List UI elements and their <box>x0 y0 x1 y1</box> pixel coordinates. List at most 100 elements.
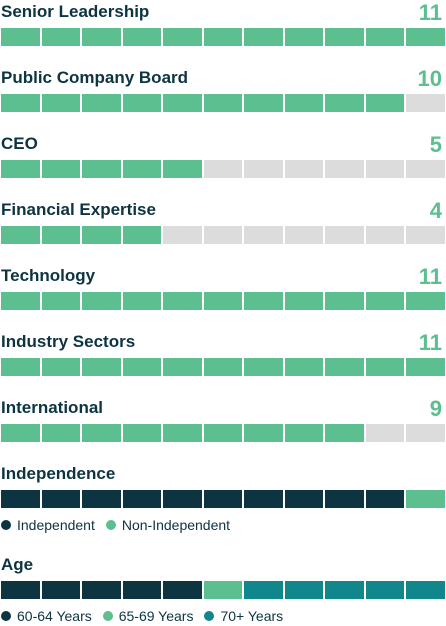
skill-bar <box>1 28 446 46</box>
skill-label: Financial Expertise <box>1 200 156 219</box>
bar-segment-green <box>203 581 243 599</box>
skill-row-technology: Technology 11 <box>0 264 446 310</box>
bar-segment-filled <box>203 94 243 112</box>
bar-segment-teal <box>365 581 405 599</box>
legend-label: 65-69 Years <box>118 608 194 624</box>
bar-segment-navy <box>244 490 283 508</box>
bar-segment-empty <box>406 160 446 178</box>
bar-segment-empty <box>284 160 324 178</box>
legend-dot-icon <box>105 520 116 530</box>
bar-segment-filled <box>163 292 202 310</box>
bar-segment-teal <box>284 581 324 599</box>
bar-segment-filled <box>41 160 81 178</box>
skill-count: 9 <box>429 396 442 421</box>
bar-segment-teal <box>325 581 364 599</box>
age-bar <box>1 581 446 599</box>
bar-segment-filled <box>1 160 40 178</box>
legend-label: 60-64 Years <box>17 608 92 624</box>
skill-label: Senior Leadership <box>1 2 150 21</box>
skill-label: Public Company Board <box>1 68 189 87</box>
bar-segment-empty <box>244 160 283 178</box>
skill-count: 4 <box>429 198 442 223</box>
bar-segment-filled <box>41 94 81 112</box>
bar-segment-filled <box>244 94 283 112</box>
skill-bar <box>1 226 446 244</box>
bar-segment-filled <box>122 424 162 442</box>
bar-segment-filled <box>284 358 324 376</box>
skill-row-senior-leadership: Senior Leadership 11 <box>0 0 446 46</box>
skill-count: 11 <box>418 330 442 355</box>
bar-segment-filled <box>122 160 162 178</box>
bar-segment-filled <box>365 358 405 376</box>
bar-segment-navy <box>41 490 81 508</box>
bar-segment-filled <box>244 28 283 46</box>
skill-count: 11 <box>418 0 442 25</box>
skill-bar <box>1 358 446 376</box>
legend-item-70-plus: 70+ Years <box>204 608 283 624</box>
skill-row-financial-expertise: Financial Expertise 4 <box>0 198 446 244</box>
bar-segment-filled <box>41 28 81 46</box>
legend-label: 70+ Years <box>220 608 284 624</box>
bar-segment-filled <box>122 292 162 310</box>
bar-segment-filled <box>1 292 40 310</box>
bar-segment-filled <box>1 94 40 112</box>
legend-item-65-69: 65-69 Years <box>102 608 194 624</box>
skill-row-public-company-board: Public Company Board 10 <box>0 66 446 112</box>
bar-segment-empty <box>203 226 243 244</box>
bar-segment-filled <box>163 94 202 112</box>
skill-bar <box>1 424 446 442</box>
skill-row-ceo: CEO 5 <box>0 132 446 178</box>
bar-segment-filled <box>82 292 121 310</box>
age-title: Age <box>1 555 34 574</box>
skill-count: 5 <box>429 132 442 157</box>
skill-bar <box>1 160 446 178</box>
bar-segment-filled <box>122 226 162 244</box>
bar-segment-navy <box>1 581 40 599</box>
bar-segment-green <box>406 490 446 508</box>
bar-segment-empty <box>406 94 446 112</box>
bar-segment-filled <box>82 358 121 376</box>
bar-segment-filled <box>325 292 364 310</box>
bar-segment-filled <box>1 226 40 244</box>
bar-segment-filled <box>406 28 446 46</box>
legend-item-independent: Independent <box>1 517 95 533</box>
skill-count: 10 <box>417 66 442 91</box>
bar-segment-filled <box>284 424 324 442</box>
legend-item-non-independent: Non-Independent <box>105 517 230 533</box>
bar-segment-navy <box>1 490 40 508</box>
bar-segment-filled <box>244 292 283 310</box>
bar-segment-empty <box>163 226 202 244</box>
bar-segment-navy <box>163 581 202 599</box>
bar-segment-empty <box>365 226 405 244</box>
skill-count: 11 <box>418 264 442 289</box>
bar-segment-filled <box>163 358 202 376</box>
bar-segment-filled <box>82 160 121 178</box>
legend-dot-icon <box>204 611 215 621</box>
skill-bar <box>1 292 446 310</box>
bar-segment-teal <box>406 581 446 599</box>
bar-segment-filled <box>163 160 202 178</box>
bar-segment-filled <box>82 226 121 244</box>
bar-segment-filled <box>365 28 405 46</box>
legend-item-60-64: 60-64 Years <box>1 608 92 624</box>
bar-segment-filled <box>82 94 121 112</box>
bar-segment-empty <box>244 226 283 244</box>
bar-segment-filled <box>325 424 364 442</box>
bar-segment-filled <box>284 292 324 310</box>
bar-segment-navy <box>203 490 243 508</box>
bar-segment-filled <box>1 28 40 46</box>
bar-segment-navy <box>122 581 162 599</box>
skill-bar <box>1 94 446 112</box>
legend-dot-icon <box>1 611 11 621</box>
bar-segment-filled <box>41 292 81 310</box>
skill-label: CEO <box>1 134 38 153</box>
bar-segment-empty <box>203 160 243 178</box>
bar-segment-filled <box>41 226 81 244</box>
bar-segment-navy <box>325 490 364 508</box>
bar-segment-empty <box>406 424 446 442</box>
bar-segment-filled <box>365 292 405 310</box>
bar-segment-filled <box>1 424 40 442</box>
bar-segment-empty <box>365 160 405 178</box>
bar-segment-filled <box>203 292 243 310</box>
bar-segment-filled <box>406 358 446 376</box>
